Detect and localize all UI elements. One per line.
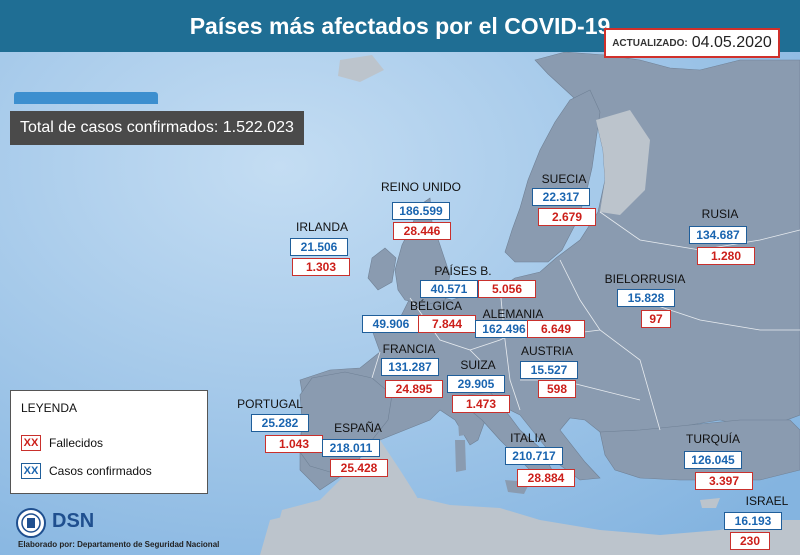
legend-title: LEYENDA (21, 401, 78, 415)
confirmed-francia: 131.287 (381, 358, 439, 376)
country-name-reino-unido: REINO UNIDO (380, 180, 462, 194)
country-name-suecia: SUECIA (541, 172, 587, 186)
deaths-israel: 230 (730, 532, 770, 550)
deaths-espana: 25.428 (330, 459, 388, 477)
country-name-bielorrusia: BIELORRUSIA (604, 272, 686, 286)
dsn-seal-icon (16, 508, 46, 538)
country-name-paises-bajos: PAÍSES B. (434, 264, 492, 278)
sardinia (455, 440, 466, 472)
confirmed-israel: 16.193 (724, 512, 782, 530)
country-name-alemania: ALEMANIA (482, 307, 544, 321)
total-confirmed: Total de casos confirmados: 1.522.023 (10, 111, 304, 145)
legend-deaths-swatch: XX (21, 435, 41, 451)
total-tab (14, 92, 158, 104)
country-name-turquia: TURQUÍA (686, 432, 740, 446)
footer-credit: Elaborado por: Departamento de Seguridad… (18, 540, 220, 549)
legend-confirmed-swatch: XX (21, 463, 41, 479)
deaths-turquia: 3.397 (695, 472, 753, 490)
legend-deaths-label: Fallecidos (49, 436, 104, 450)
country-name-irlanda: IRLANDA (295, 220, 349, 234)
updated-date: 04.05.2020 (691, 34, 772, 51)
legend-confirmed-label: Casos confirmados (49, 464, 152, 478)
confirmed-turquia: 126.045 (684, 451, 742, 469)
deaths-belgica: 7.844 (418, 315, 476, 333)
deaths-francia: 24.895 (385, 380, 443, 398)
confirmed-espana: 218.011 (322, 439, 380, 457)
country-name-francia: FRANCIA (382, 342, 436, 356)
legend: LEYENDA XX Fallecidos XX Casos confirmad… (10, 390, 208, 494)
confirmed-belgica: 49.906 (362, 315, 420, 333)
deaths-alemania: 6.649 (527, 320, 585, 338)
dsn-logo-text: DSN (52, 510, 95, 532)
deaths-paises-bajos: 5.056 (478, 280, 536, 298)
confirmed-bielorrusia: 15.828 (617, 289, 675, 307)
confirmed-paises-bajos: 40.571 (420, 280, 478, 298)
country-name-italia: ITALIA (510, 431, 546, 445)
confirmed-reino-unido: 186.599 (392, 202, 450, 220)
deaths-irlanda: 1.303 (292, 258, 350, 276)
page-title: Países más afectados por el COVID-19 (0, 0, 800, 52)
updated-label: ACTUALIZADO: (612, 37, 688, 49)
country-name-portugal: PORTUGAL (237, 397, 303, 411)
deaths-suiza: 1.473 (452, 395, 510, 413)
finland (596, 110, 650, 215)
deaths-austria: 598 (538, 380, 576, 398)
deaths-portugal: 1.043 (265, 435, 323, 453)
updated-stamp: ACTUALIZADO: 04.05.2020 (604, 28, 780, 58)
turkey (599, 419, 800, 481)
confirmed-alemania: 162.496 (475, 320, 533, 338)
country-name-espana: ESPAÑA (334, 421, 382, 435)
confirmed-italia: 210.717 (505, 447, 563, 465)
confirmed-austria: 15.527 (520, 361, 578, 379)
deaths-italia: 28.884 (517, 469, 575, 487)
confirmed-irlanda: 21.506 (290, 238, 348, 256)
deaths-reino-unido: 28.446 (393, 222, 451, 240)
country-name-rusia: RUSIA (701, 207, 739, 221)
confirmed-portugal: 25.282 (251, 414, 309, 432)
corsica (458, 418, 465, 436)
ireland (367, 247, 397, 291)
country-name-suiza: SUIZA (460, 358, 496, 372)
cyprus (700, 498, 720, 508)
north-africa (260, 498, 800, 555)
deaths-rusia: 1.280 (697, 247, 755, 265)
country-name-austria: AUSTRIA (520, 344, 574, 358)
confirmed-suiza: 29.905 (447, 375, 505, 393)
deaths-suecia: 2.679 (538, 208, 596, 226)
deaths-bielorrusia: 97 (641, 310, 671, 328)
iceland (338, 55, 384, 82)
confirmed-suecia: 22.317 (532, 188, 590, 206)
confirmed-rusia: 134.687 (689, 226, 747, 244)
country-name-belgica: BÉLGICA (409, 299, 463, 313)
country-name-israel: ISRAEL (745, 494, 789, 508)
